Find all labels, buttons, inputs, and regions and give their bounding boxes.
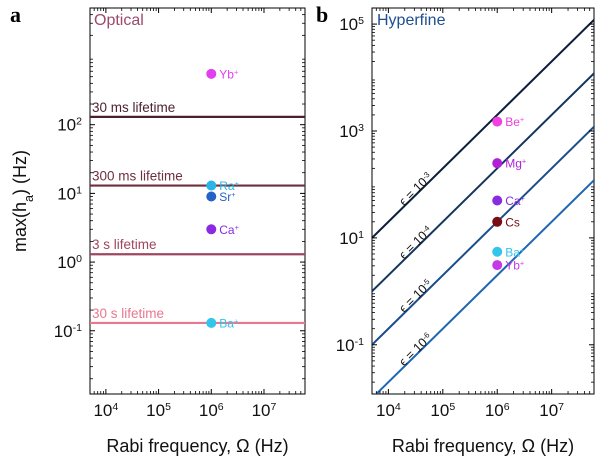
hyperfine-point-yb bbox=[492, 260, 503, 271]
hyperfine-axis-ticks: 104 105 106 107 10-1 101 103 105 bbox=[336, 7, 595, 420]
hyperfine-point-label-cs: Cs bbox=[505, 215, 520, 229]
optical-y-tick-label: 101 bbox=[57, 184, 82, 203]
lifetime-line-label: 30 s lifetime bbox=[92, 306, 164, 321]
optical-point-label-ra: Ra+ bbox=[219, 179, 239, 194]
hyperfine-point-label-ca: Ca+ bbox=[505, 194, 525, 209]
hyperfine-x-axis-label: Rabi frequency, Ω (Hz) bbox=[392, 436, 574, 456]
optical-panel: 30 ms lifetime 300 ms lifetime 3 s lifetim… bbox=[10, 7, 306, 456]
optical-point-sr bbox=[206, 191, 217, 202]
hyperfine-y-tick-label: 105 bbox=[339, 15, 364, 34]
hyperfine-x-tick-label: 107 bbox=[539, 401, 564, 420]
optical-plot-area bbox=[89, 7, 306, 395]
hyperfine-point-ca bbox=[492, 195, 503, 206]
panel-letter-b: b bbox=[316, 2, 328, 27]
hyperfine-y-tick-label: 10-1 bbox=[336, 336, 364, 355]
optical-point-ca bbox=[206, 224, 217, 235]
hyperfine-y-tick-label: 101 bbox=[339, 229, 364, 248]
optical-x-tick-label: 106 bbox=[199, 401, 224, 420]
optical-y-tick-label: 10-1 bbox=[54, 322, 82, 341]
hyperfine-point-label-yb: Yb+ bbox=[505, 258, 524, 273]
optical-x-tick-label: 107 bbox=[252, 401, 277, 420]
hyperfine-point-label-be: Be+ bbox=[505, 115, 524, 130]
optical-axis-ticks: 104 105 106 107 10-1 100 101 102 bbox=[54, 7, 306, 420]
optical-point-ra bbox=[206, 180, 217, 191]
hyperfine-x-tick-label: 104 bbox=[376, 401, 401, 420]
optical-point-ba bbox=[206, 317, 217, 328]
hyperfine-panel-title: Hyperfine bbox=[377, 12, 446, 29]
optical-x-tick-label: 105 bbox=[146, 401, 171, 420]
hyperfine-point-mg bbox=[492, 158, 503, 169]
optical-y-tick-label: 100 bbox=[57, 253, 82, 272]
lifetime-line-label: 3 s lifetime bbox=[92, 237, 157, 252]
hyperfine-point-label-ba: Ba+ bbox=[505, 245, 524, 260]
optical-point-label-yb: Yb+ bbox=[219, 67, 238, 82]
epsilon-line bbox=[372, 126, 594, 346]
optical-point-label-sr: Sr+ bbox=[219, 190, 235, 205]
epsilon-line bbox=[374, 179, 594, 394]
hyperfine-point-cs bbox=[492, 216, 503, 227]
optical-point-label-ca: Ca+ bbox=[219, 222, 239, 237]
panel-letter-a: a bbox=[10, 2, 21, 27]
lifetime-lines: 30 ms lifetime 300 ms lifetime 3 s lifetim… bbox=[90, 100, 305, 325]
hyperfine-y-tick-label: 103 bbox=[339, 122, 364, 141]
optical-point-label-ba: Ba+ bbox=[219, 316, 238, 331]
hyperfine-point-ba bbox=[492, 246, 503, 257]
hyperfine-point-be bbox=[492, 116, 503, 127]
epsilon-lines bbox=[372, 19, 594, 394]
hyperfine-panel: ϵ = 10-3ϵ = 10-4ϵ = 10-5ϵ = 10-6 Be+Mg+C… bbox=[336, 7, 595, 456]
epsilon-line bbox=[372, 72, 594, 293]
optical-y-axis-label: max(ha) (Hz) bbox=[10, 150, 36, 252]
hyperfine-ion-points: Be+ Mg+ Ca+ Cs Ba+Yb+ bbox=[492, 115, 526, 273]
epsilon-line bbox=[372, 19, 594, 239]
optical-panel-title: Optical bbox=[94, 12, 144, 29]
lifetime-line-label: 30 ms lifetime bbox=[92, 100, 175, 115]
optical-x-tick-label: 104 bbox=[93, 401, 118, 420]
optical-x-axis-label: Rabi frequency, Ω (Hz) bbox=[106, 436, 288, 456]
hyperfine-point-label-mg: Mg+ bbox=[505, 156, 526, 171]
hyperfine-x-tick-label: 105 bbox=[430, 401, 455, 420]
hyperfine-plot-area bbox=[371, 7, 595, 395]
hyperfine-x-tick-label: 106 bbox=[485, 401, 510, 420]
optical-ion-points: Yb+ Ra+Sr+ Ca+ Ba+ bbox=[206, 67, 239, 331]
lifetime-line-label: 300 ms lifetime bbox=[92, 169, 183, 184]
optical-point-yb bbox=[206, 68, 217, 79]
optical-y-tick-label: 102 bbox=[57, 116, 82, 135]
